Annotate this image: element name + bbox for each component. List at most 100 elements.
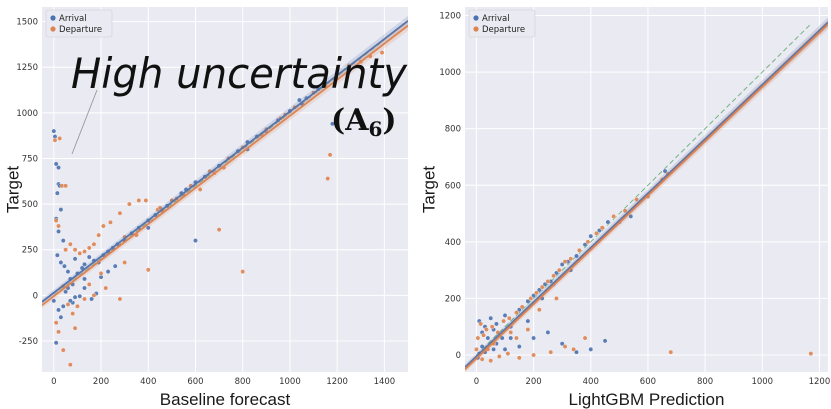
departure-point	[136, 198, 142, 203]
x-tick-label: 1200	[809, 377, 831, 387]
departure-regression-line	[42, 24, 408, 306]
departure-point	[63, 183, 69, 189]
annotation-id: (A6)	[331, 103, 397, 141]
arrival-point	[89, 296, 94, 302]
departure-point	[531, 352, 536, 358]
arrival-point	[499, 335, 505, 341]
departure-point	[67, 241, 73, 247]
arrival-point	[662, 168, 668, 174]
x-tick-label: 0	[51, 377, 56, 387]
departure-point	[556, 267, 562, 273]
y-tick-label: 0	[33, 291, 38, 301]
departure-point	[585, 239, 591, 245]
departure-legend-label: Departure	[482, 25, 525, 35]
arrival-point	[296, 97, 302, 103]
departure-point	[143, 198, 149, 203]
arrival-point	[605, 219, 611, 225]
y-tick-label: 250	[22, 246, 38, 256]
arrival-point	[559, 262, 565, 267]
arrival-point	[531, 293, 536, 299]
departure-point	[157, 205, 163, 211]
departure-point	[325, 176, 331, 181]
arrival-point	[588, 346, 594, 352]
x-tick-label: 1400	[374, 377, 396, 387]
departure-point	[551, 273, 557, 279]
departure-point	[91, 241, 97, 247]
arrival-regression-line	[42, 20, 408, 303]
y-tick-label: 1000	[16, 109, 38, 119]
departure-point	[379, 50, 385, 56]
departure-point	[489, 324, 495, 330]
departure-point	[82, 249, 87, 254]
arrival-point	[554, 270, 559, 276]
legend-box	[45, 9, 113, 38]
departure-point	[100, 223, 106, 229]
departure-point	[488, 358, 494, 364]
departure-point	[197, 187, 203, 192]
arrival-point	[54, 252, 60, 258]
departure-point	[548, 349, 554, 355]
arrival-point	[82, 285, 87, 291]
departure-point	[122, 260, 128, 265]
x-tick-label: 400	[140, 377, 156, 387]
arrival-point	[65, 269, 71, 275]
departure-point	[562, 259, 568, 265]
arrival-point	[559, 341, 565, 347]
departure-point	[75, 303, 80, 309]
departure-point	[475, 335, 481, 341]
arrival-point	[145, 225, 151, 231]
departure-point	[240, 269, 246, 275]
arrival-point	[105, 269, 111, 275]
departure-point	[505, 351, 511, 357]
annotation-id-subscript: 6	[368, 117, 382, 141]
arrival-point	[82, 261, 87, 267]
departure-point	[98, 271, 104, 276]
arrival-point	[582, 242, 588, 248]
arrival-point	[485, 335, 491, 341]
departure-point	[528, 296, 534, 301]
departure-point	[611, 213, 617, 219]
arrival-point	[58, 260, 64, 265]
arrival-point	[628, 213, 634, 219]
arrival-point	[588, 233, 594, 239]
arrival-legend-label: Arrival	[59, 14, 87, 24]
departure-point	[103, 285, 109, 291]
arrival-point	[574, 349, 579, 355]
arrival-point	[330, 121, 335, 127]
x-tick-label: 1000	[751, 377, 773, 387]
arrival-point	[531, 335, 536, 341]
arrival-point	[53, 340, 59, 346]
departure-point	[668, 349, 674, 355]
annotation-id-label: (A	[331, 103, 369, 138]
arrival-point	[536, 287, 542, 293]
y-tick-label: 600	[445, 181, 461, 191]
arrival-point	[545, 329, 551, 335]
departure-point	[56, 223, 61, 229]
x-axis-label: Baseline forecast	[160, 390, 291, 409]
y-tick-label: -250	[19, 337, 38, 347]
departure-point	[484, 327, 489, 332]
departure-point	[496, 354, 502, 359]
arrival-point	[51, 128, 57, 134]
x-tick-label: 800	[697, 377, 713, 387]
departure-point	[808, 351, 814, 357]
arrival-point	[574, 253, 579, 259]
x-tick-label: 0	[474, 377, 479, 387]
departure-point	[506, 315, 512, 321]
x-tick-label: 400	[583, 377, 599, 387]
y-tick-label: 1500	[16, 18, 38, 28]
departure-point	[327, 152, 333, 158]
departure-point	[82, 296, 87, 302]
departure-point	[501, 318, 506, 324]
x-tick-label: 200	[525, 377, 541, 387]
arrival-point	[82, 276, 87, 282]
annotation-id-close: )	[382, 103, 396, 138]
departure-point	[117, 210, 123, 216]
departure-point	[126, 201, 132, 207]
departure-point	[91, 292, 97, 298]
arrival-point	[596, 228, 602, 233]
departure-point	[86, 245, 92, 251]
identity-line	[476, 23, 812, 356]
x-axis-label: LightGBM Prediction	[569, 390, 725, 409]
